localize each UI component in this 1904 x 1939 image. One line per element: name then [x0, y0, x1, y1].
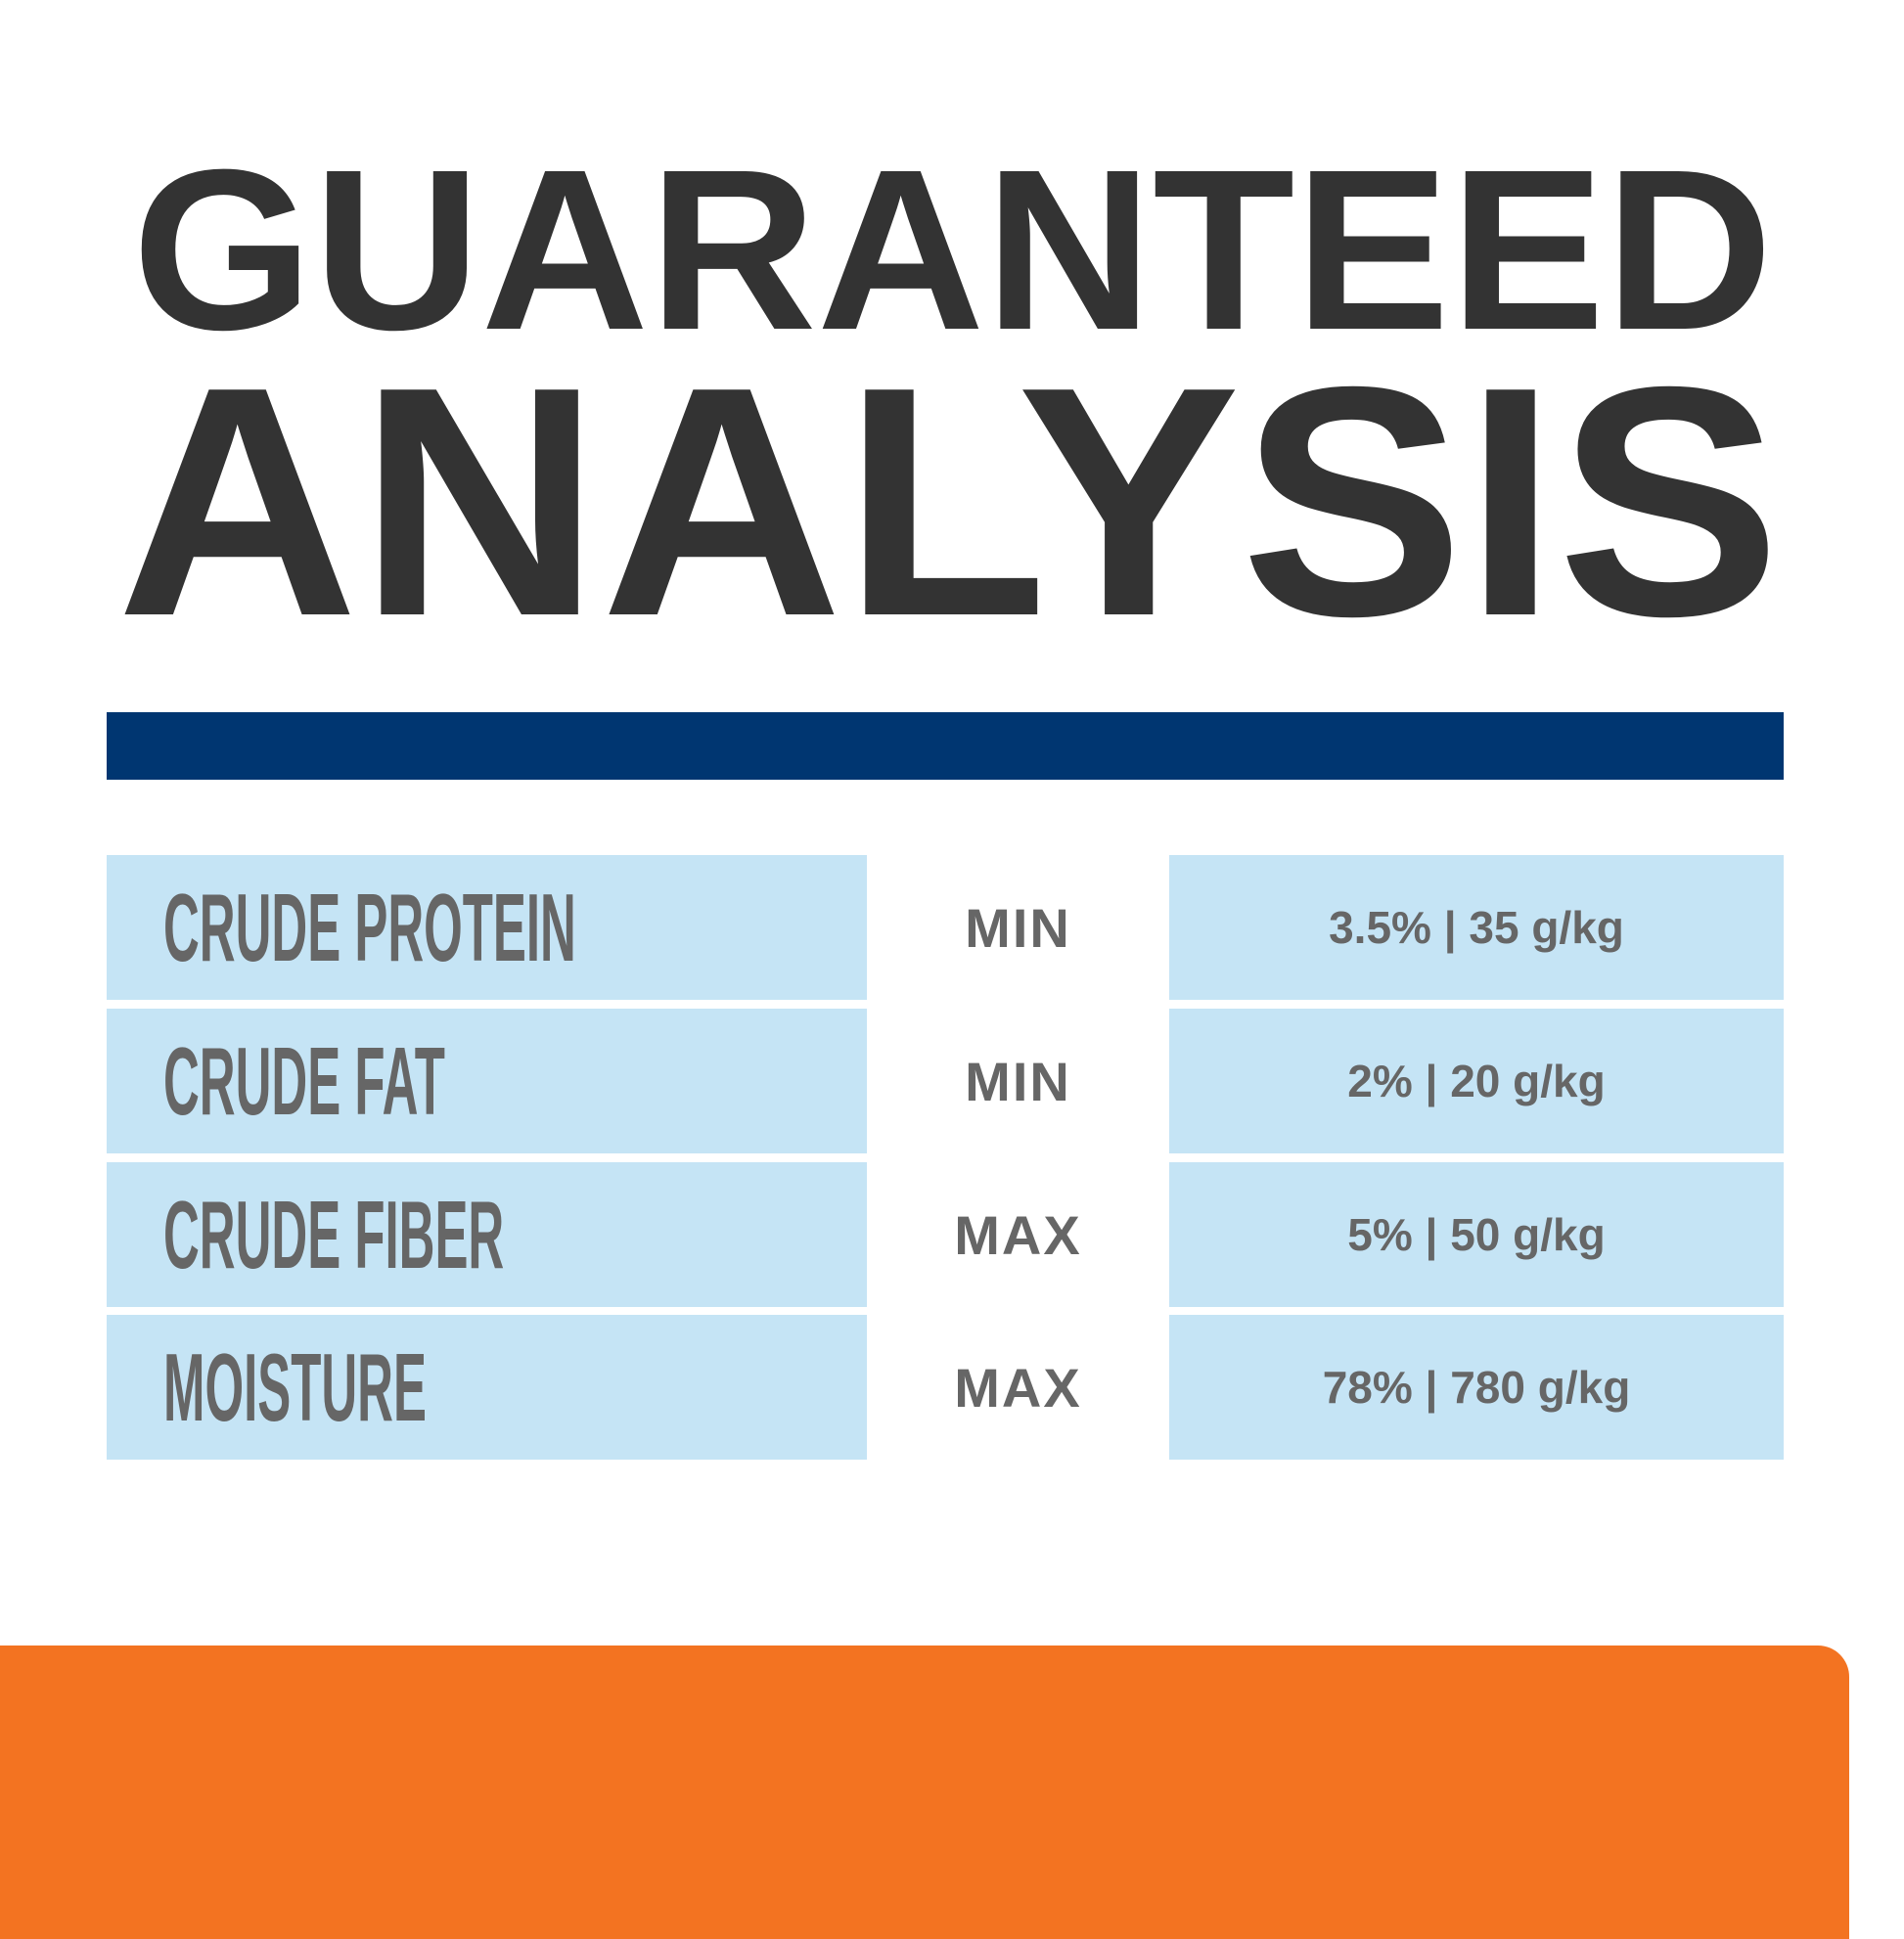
nutrient-cell: CRUDE PROTEIN: [107, 855, 867, 1000]
qualifier: MIN: [965, 896, 1071, 959]
value-text: 2% | 20 g/kg: [1347, 1056, 1606, 1106]
nutrient-cell: CRUDE FAT: [107, 1009, 867, 1153]
value-cell: 2% | 20 g/kg: [1169, 1009, 1784, 1153]
nutrient-label: CRUDE FAT: [163, 1027, 445, 1135]
value-cell: 3.5% | 35 g/kg: [1169, 855, 1784, 1000]
qualifier: MIN: [965, 1050, 1071, 1112]
value-text: 3.5% | 35 g/kg: [1329, 902, 1624, 953]
title-line-2: ANALYSIS: [116, 319, 1782, 684]
nutrient-label: CRUDE FIBER: [163, 1181, 505, 1288]
value-text: 78% | 780 g/kg: [1322, 1362, 1631, 1413]
divider-bar: [107, 712, 1784, 780]
value-text: 5% | 50 g/kg: [1347, 1209, 1606, 1260]
nutrient-cell: MOISTURE: [107, 1315, 867, 1460]
value-cell: 5% | 50 g/kg: [1169, 1162, 1784, 1307]
nutrient-label: MOISTURE: [163, 1333, 427, 1441]
nutrient-label: CRUDE PROTEIN: [163, 874, 576, 981]
title-line-1: GUARANTEED: [132, 121, 1774, 378]
nutrient-cell: CRUDE FIBER: [107, 1162, 867, 1307]
qualifier: MAX: [954, 1356, 1082, 1419]
qualifier: MAX: [954, 1203, 1082, 1266]
value-cell: 78% | 780 g/kg: [1169, 1315, 1784, 1460]
footer-orange-panel: [0, 1646, 1849, 1939]
